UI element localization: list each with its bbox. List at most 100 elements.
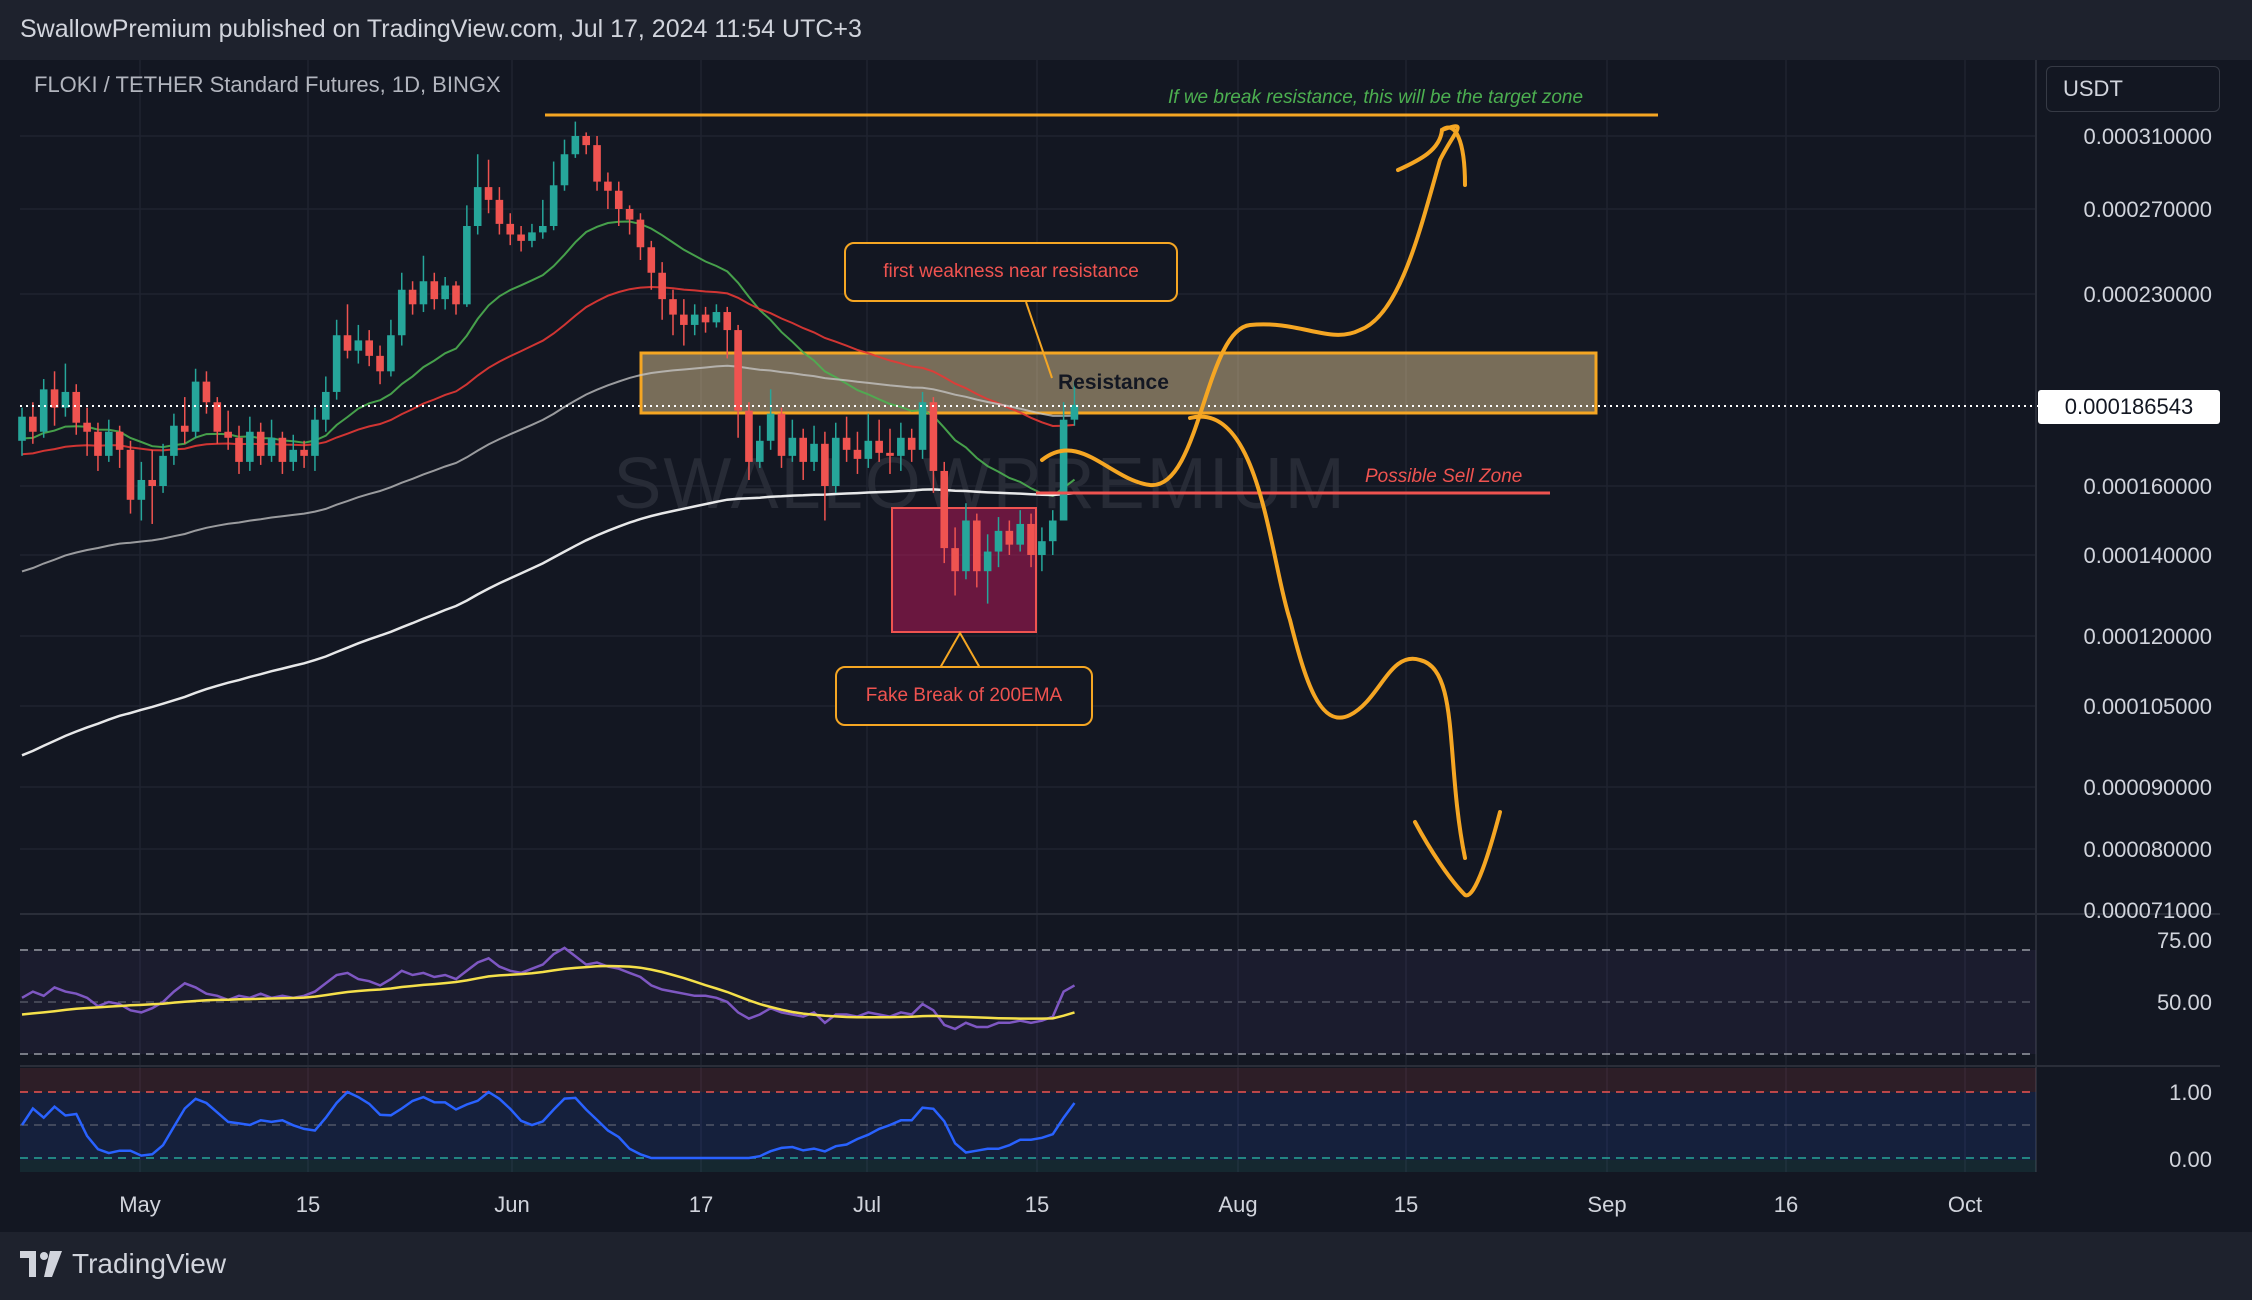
candle-body xyxy=(517,234,525,241)
candle-body xyxy=(539,226,547,233)
candle-body xyxy=(332,335,341,392)
candle xyxy=(300,440,308,468)
candle-body xyxy=(50,389,59,408)
candle-body xyxy=(745,410,753,462)
stoch-line xyxy=(20,1090,1076,1160)
candle xyxy=(745,402,753,480)
candle xyxy=(853,431,862,474)
candle-body xyxy=(1016,523,1024,545)
stoch-label-1: 1.00 xyxy=(2169,1080,2212,1105)
candle-body xyxy=(821,443,829,486)
candle-body xyxy=(842,437,851,450)
candle-body xyxy=(897,437,905,456)
candle xyxy=(39,379,48,438)
price-label-160: 0.000160000 xyxy=(2083,474,2212,499)
candle xyxy=(397,272,406,346)
stoch-mid-region xyxy=(20,1092,2036,1160)
candle xyxy=(756,425,764,468)
candle-body xyxy=(170,425,178,456)
candle-body xyxy=(419,281,428,305)
candle-body xyxy=(354,340,363,351)
candle xyxy=(83,407,91,456)
x-label-sep-16: 16 xyxy=(1773,1192,1799,1217)
currency-selector[interactable]: USDT xyxy=(2046,66,2220,112)
footer-bar: TradingView xyxy=(0,1232,2252,1300)
candle xyxy=(246,416,254,471)
candle-body xyxy=(734,330,742,411)
candle-body xyxy=(973,520,981,572)
rsi-label-75: 75.00 xyxy=(2156,928,2212,953)
candle xyxy=(452,281,460,315)
candle-body xyxy=(235,437,243,462)
candle-body xyxy=(636,219,645,248)
candle-body xyxy=(397,289,406,336)
target-zone-note: If we break resistance, this will be the… xyxy=(1168,87,1584,108)
candle xyxy=(332,319,341,400)
candle xyxy=(387,319,395,377)
candle-body xyxy=(126,449,135,500)
candle-body xyxy=(658,272,666,300)
candle xyxy=(50,371,59,426)
candle-body xyxy=(886,452,894,456)
tradingview-logo[interactable]: TradingView xyxy=(20,1248,226,1280)
candle xyxy=(669,289,677,336)
bullish-projection-path xyxy=(1040,124,1467,488)
candle xyxy=(267,419,276,462)
candle xyxy=(289,434,298,471)
chart-canvas[interactable]: SWALLOWPREMIUM xyxy=(0,60,2252,1232)
candle xyxy=(72,384,81,435)
ema-50-line xyxy=(21,285,1075,456)
candle xyxy=(886,428,894,474)
candle-body xyxy=(940,470,949,549)
candle xyxy=(1038,527,1046,572)
candle-body xyxy=(408,289,417,305)
candle xyxy=(1070,381,1079,426)
candle xyxy=(734,324,742,438)
candle xyxy=(148,449,156,524)
candle-body xyxy=(105,431,113,456)
candle-body xyxy=(83,422,91,432)
candle-body xyxy=(463,226,471,305)
candle xyxy=(962,503,970,580)
candle-body xyxy=(756,440,764,462)
candle-body xyxy=(918,402,927,450)
candle-body xyxy=(571,136,580,155)
candle xyxy=(495,187,504,235)
symbol-title: FLOKI / TETHER Standard Futures, 1D, BIN… xyxy=(34,72,501,97)
candle xyxy=(137,461,146,521)
candle xyxy=(680,299,688,346)
fake-break-callout: Fake Break of 200EMA xyxy=(835,666,1093,726)
candle-body xyxy=(994,530,1003,552)
candle-body xyxy=(604,181,612,191)
candle xyxy=(549,161,558,231)
x-label-oct: Oct xyxy=(1947,1192,1983,1217)
price-label-270: 0.000270000 xyxy=(2083,197,2212,222)
resistance-zone xyxy=(639,351,1598,415)
candle-body xyxy=(788,437,797,456)
candle-body xyxy=(61,391,70,408)
candle xyxy=(777,407,786,468)
candle xyxy=(907,428,916,462)
x-label-jul: Jul xyxy=(852,1192,882,1217)
candle xyxy=(690,304,699,336)
candle-body xyxy=(1038,541,1046,555)
candle-body xyxy=(441,285,449,300)
candle xyxy=(593,136,601,191)
candle xyxy=(430,272,439,310)
publisher-text: SwallowPremium published on TradingView.… xyxy=(20,15,862,43)
candle-body xyxy=(1005,530,1014,545)
x-label-may: May xyxy=(119,1192,161,1217)
candle-body xyxy=(831,437,840,486)
candle-body xyxy=(430,281,439,300)
candle xyxy=(701,306,710,333)
candle xyxy=(256,422,265,465)
candle-body xyxy=(322,391,330,420)
resistance-label: Resistance xyxy=(1058,371,1169,394)
candle xyxy=(560,139,569,191)
candle xyxy=(473,154,482,235)
candle xyxy=(115,425,124,468)
candle xyxy=(723,306,732,359)
stoch-label-0: 0.00 xyxy=(2169,1147,2212,1172)
candle-body xyxy=(387,335,395,372)
candle xyxy=(897,422,905,471)
